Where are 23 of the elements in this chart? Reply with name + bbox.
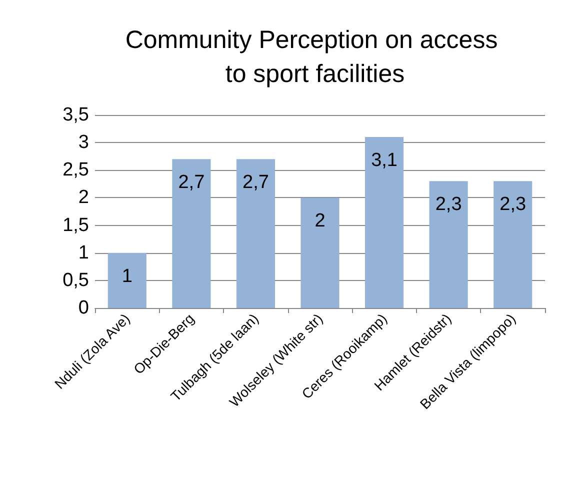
bar [429, 181, 468, 308]
bar [172, 159, 211, 308]
data-label: 2 [314, 210, 326, 232]
y-tick-label: 2 [78, 187, 89, 208]
bar [300, 198, 340, 308]
y-tick-label: 0,5 [62, 270, 89, 291]
chart-title: Community Perception on access to sport facilities [125, 26, 505, 88]
y-tick-label: 1 [78, 242, 89, 264]
bar [236, 159, 275, 308]
bar [494, 181, 532, 308]
data-label: 2,3 [500, 194, 526, 216]
y-tick-label: 3,5 [62, 104, 89, 126]
data-label: 3,1 [371, 150, 398, 172]
data-label: 2,7 [178, 172, 205, 194]
data-label: 1 [122, 266, 132, 287]
bar [108, 252, 146, 308]
data-label: 2,7 [242, 172, 269, 194]
y-tick-label: 1,5 [62, 214, 89, 236]
y-tick-label: 0 [78, 298, 89, 318]
bar [365, 137, 404, 308]
y-tick-label: 2,5 [62, 160, 89, 181]
data-label: 2,3 [435, 194, 462, 216]
y-tick-label: 3 [78, 132, 89, 154]
